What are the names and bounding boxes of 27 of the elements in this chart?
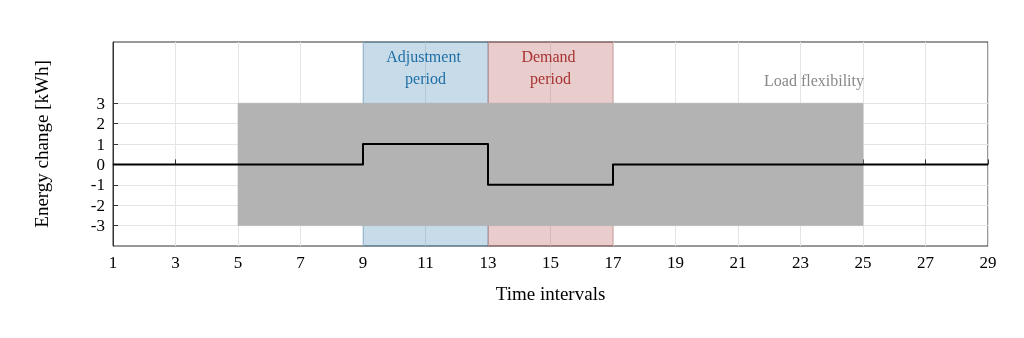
x-tick-label: 17 — [604, 253, 622, 272]
x-tick-label: 5 — [233, 253, 243, 272]
x-axis-title: Time intervals — [495, 283, 606, 304]
x-tick-label: 1 — [108, 253, 118, 272]
y-tick-label: -1 — [90, 175, 105, 195]
y-tick-label: 2 — [96, 114, 105, 134]
x-tick-label: 15 — [542, 253, 559, 272]
y-tick-label: -3 — [90, 216, 105, 236]
annotation: Load flexibility — [764, 71, 865, 90]
y-tick-label: 3 — [96, 93, 105, 113]
band-label: Demand period — [521, 47, 580, 88]
x-tick-label: 27 — [917, 253, 935, 272]
x-tick-label: 11 — [417, 253, 434, 272]
x-tick-label: 13 — [479, 253, 497, 272]
band-label: Adjustment period — [386, 47, 465, 88]
x-tick-label: 9 — [358, 253, 368, 272]
x-tick-label: 3 — [171, 253, 180, 272]
x-tick-label: 29 — [979, 253, 997, 272]
x-tick-label: 7 — [296, 253, 306, 272]
x-tick-label: 19 — [667, 253, 684, 272]
x-tick-label: 21 — [729, 253, 747, 272]
y-axis-title: Energy change [kWh] — [31, 60, 52, 228]
y-tick-label: -2 — [90, 195, 105, 215]
y-tick-label: 0 — [96, 154, 105, 174]
x-tick-label: 25 — [854, 253, 872, 272]
x-tick-label: 23 — [792, 253, 809, 272]
y-tick-label: 1 — [96, 134, 105, 154]
